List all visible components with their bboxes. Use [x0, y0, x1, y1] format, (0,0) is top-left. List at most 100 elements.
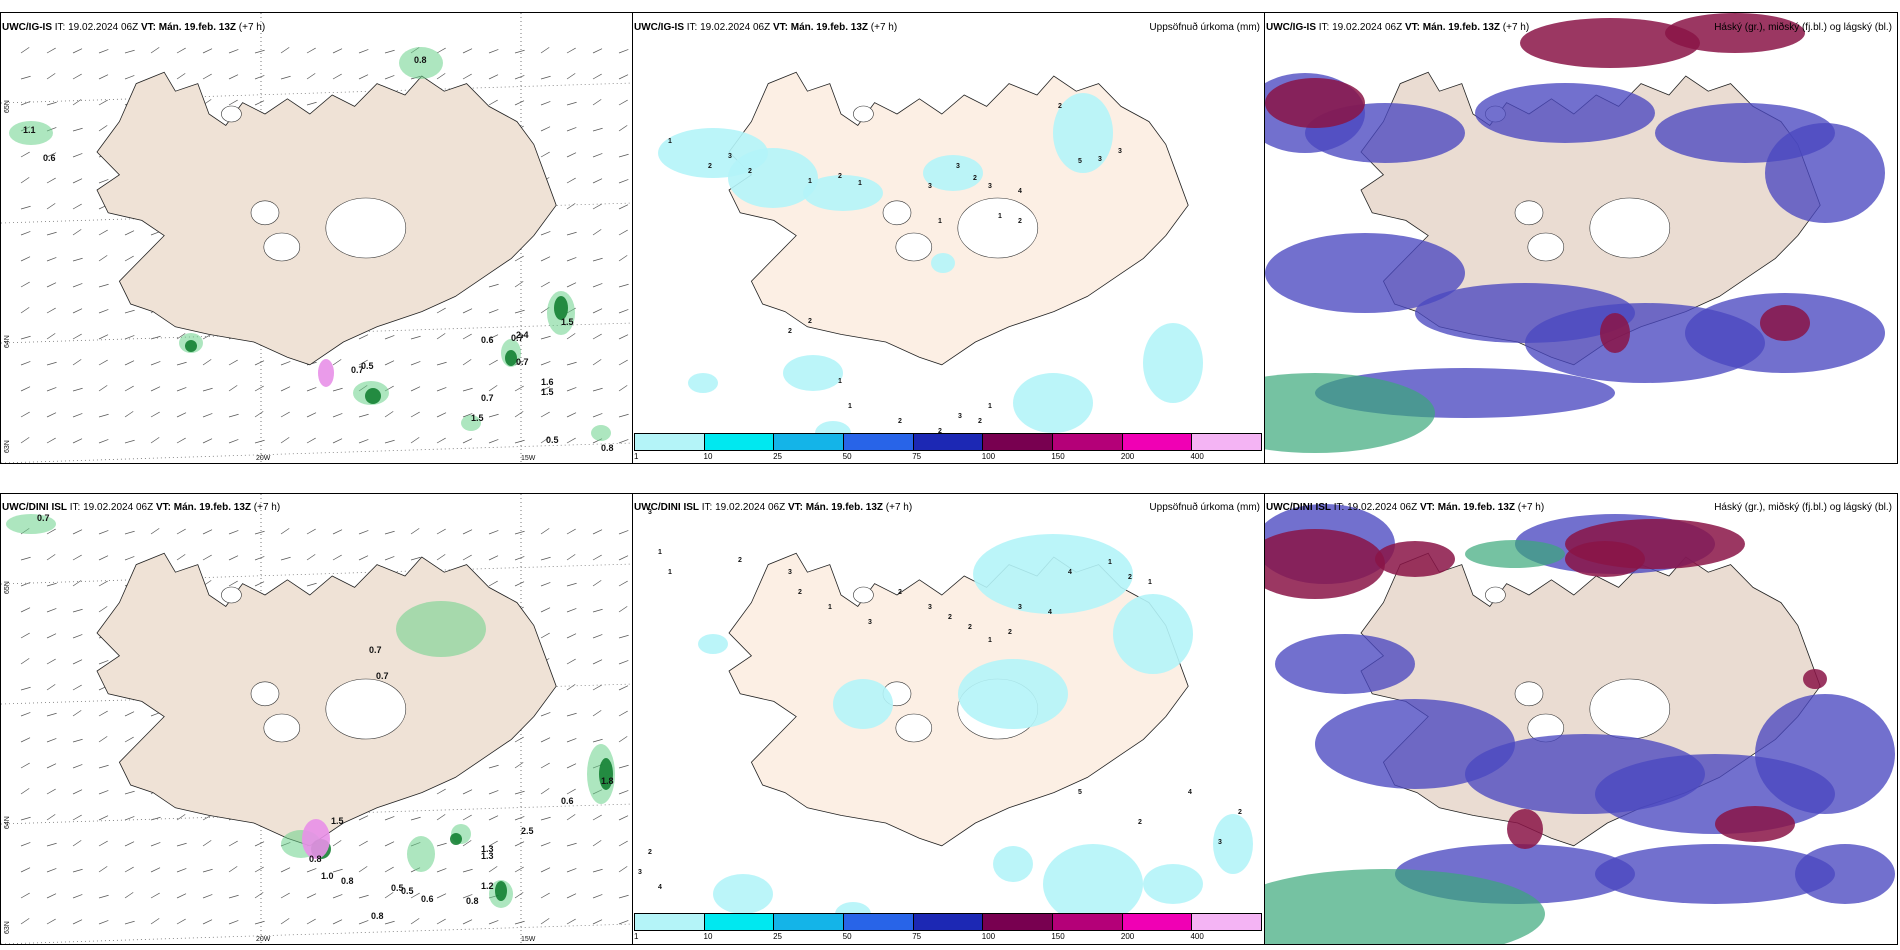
panel-precip-dini: 3 1 1 2 3 2 1 3 2 3 2 2 1 2 3 4 4 1 2 1 5 2 4 3 2 3 2 4 — [632, 493, 1266, 945]
wind-barb — [202, 868, 213, 873]
wind-barb — [566, 177, 576, 184]
wind-barb — [488, 309, 499, 314]
wind-barb — [46, 842, 57, 847]
wind-barb — [72, 203, 82, 210]
wind-barb — [98, 125, 108, 132]
colorbar-swatch — [913, 914, 984, 930]
wind-barb — [540, 101, 551, 106]
panel-title-precip-1: Uppsöfnuð úrkoma (mm) — [1149, 22, 1260, 33]
panel-cloud-dini — [1264, 493, 1898, 945]
wind-barb — [514, 892, 524, 899]
wind-barb — [540, 386, 551, 392]
wind-barb — [384, 335, 395, 340]
wind-barb — [462, 308, 473, 314]
precip-area — [1143, 323, 1203, 403]
precip-value-label: 1 — [858, 180, 862, 187]
longitude-label: 20W — [256, 936, 271, 943]
wind-barb — [72, 659, 83, 665]
precip-value-label: 4 — [1188, 789, 1192, 796]
wind-barb — [514, 920, 525, 925]
wind-barb — [618, 99, 628, 106]
wind-barb — [98, 179, 109, 184]
wind-barb — [20, 361, 31, 366]
gust-value-label: 0.8 — [309, 854, 322, 864]
wind-barb — [306, 73, 316, 80]
wind-barb — [514, 530, 525, 535]
wind-barb — [384, 49, 395, 54]
wind-barb — [592, 684, 602, 691]
wind-barb — [358, 530, 369, 535]
wind-barb — [592, 894, 603, 899]
wind-barb — [306, 528, 316, 535]
precip-value-label: 1 — [848, 403, 852, 410]
wind-barb — [566, 554, 576, 561]
precip-value-label: 2 — [1238, 809, 1242, 816]
wind-barb — [566, 633, 577, 639]
graticule-line — [1, 563, 633, 585]
precip-value-label: 2 — [1008, 629, 1012, 636]
map-cloud-igis — [1265, 13, 1885, 453]
wind-barb — [592, 840, 602, 847]
glacier — [853, 586, 874, 604]
wind-barb — [540, 75, 551, 80]
wind-barb — [306, 868, 317, 873]
wind-barb — [618, 736, 628, 743]
gust-value-label: 1.3 — [481, 851, 494, 861]
precip-value-label: 2 — [838, 173, 842, 180]
wind-barb — [384, 411, 394, 418]
mid-cloud-area — [1465, 540, 1565, 568]
panel-title-cloud-2: Háský (gr.), miðský (fj.bl.) og lágský (… — [1714, 502, 1892, 513]
wind-barb — [98, 49, 109, 54]
wind-barb — [280, 75, 291, 80]
colorbar-swatch — [844, 434, 914, 450]
wind-barb — [488, 359, 498, 366]
wind-barb — [20, 335, 31, 340]
wind-barb — [488, 920, 499, 925]
wind-barb — [228, 385, 238, 392]
wind-barb — [618, 204, 629, 210]
wind-barb — [306, 412, 317, 418]
low-cloud-area — [1755, 694, 1895, 814]
precip-value-label: 1 — [938, 218, 942, 225]
wind-barb — [254, 556, 265, 561]
wind-barb — [176, 47, 186, 54]
wind-barb — [566, 47, 576, 54]
wind-barb — [202, 73, 212, 80]
wind-barb — [254, 530, 265, 535]
wind-barb — [46, 893, 57, 899]
wind-barb — [306, 918, 316, 925]
wind-barb — [566, 788, 576, 795]
wind-barb — [150, 918, 160, 925]
colorbar-tick-label: 100 — [981, 932, 996, 941]
gust-value-label: 2.5 — [521, 826, 534, 836]
wind-barb — [72, 814, 82, 821]
wind-barb — [592, 178, 603, 184]
wind-barb — [228, 74, 239, 80]
wind-barb — [618, 283, 629, 288]
wind-barb — [254, 439, 265, 444]
wind-barb — [98, 920, 109, 925]
glacier — [221, 586, 242, 604]
wind-barb — [358, 866, 368, 873]
precip-value-label: 2 — [738, 557, 742, 564]
precip-value-label: 2 — [1128, 574, 1132, 581]
wind-barb — [618, 685, 629, 691]
wind-barb — [566, 231, 577, 236]
wind-barb — [280, 528, 290, 535]
wind-barb — [384, 841, 395, 847]
low-cloud-area — [1315, 699, 1515, 789]
wind-barb — [436, 307, 446, 314]
glacier — [1527, 232, 1565, 262]
wind-barb — [566, 333, 576, 340]
wind-barb — [98, 710, 108, 717]
wind-barb — [72, 840, 82, 847]
wind-barb — [540, 231, 551, 236]
wind-barb — [514, 762, 524, 769]
wind-barb — [150, 528, 160, 535]
wind-barb — [98, 790, 109, 795]
wind-barb — [566, 282, 577, 288]
high-cloud-area — [1520, 18, 1700, 68]
panel-header-3: UWC/IG-IS IT: 19.02.2024 06Z VT: Mán. 19… — [1266, 22, 1530, 33]
wind-barb — [410, 361, 421, 366]
wind-barb — [98, 255, 108, 262]
